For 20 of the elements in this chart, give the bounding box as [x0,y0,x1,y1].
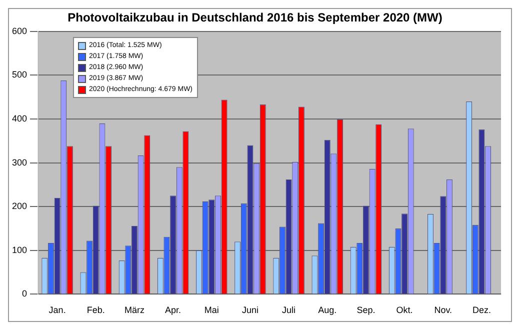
x-tick-label: Apr. [165,305,182,316]
y-tick-label: 600 [12,26,28,36]
y-tick-label: 100 [12,244,28,255]
x-tick-label: Nov. [434,305,452,316]
y-tick-label: 300 [12,157,28,168]
x-tick-label: Juni [242,305,258,316]
x-tick-label: Jan. [48,305,66,316]
x-tick-label: Okt. [396,305,413,316]
x-tick-label: Sep. [356,305,376,316]
x-tick-label: Aug. [318,305,337,316]
y-tick-label: 500 [12,70,28,80]
x-tick-label: Juli [282,305,296,316]
y-tick-label: 0 [22,288,28,299]
y-tick-label: 200 [12,201,28,212]
x-tick-label: Feb. [86,305,105,316]
chart-title: Photovoltaikzubau in Deutschland 2016 bis September 2020 (MW) [68,10,442,25]
x-tick-label: Mai [204,305,219,316]
x-tick-label: Dez. [472,305,491,316]
x-tick-label: März [124,305,145,316]
y-tick-label: 400 [12,113,28,124]
